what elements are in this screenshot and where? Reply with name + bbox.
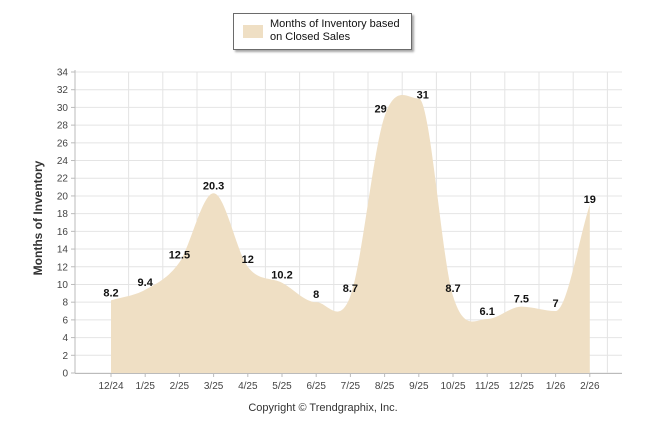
data-label: 8.7 (343, 283, 358, 295)
x-tick-label: 12/24 (98, 381, 123, 392)
x-tick-label: 3/25 (204, 381, 224, 392)
data-label: 8 (313, 289, 319, 301)
x-tick-label: 4/25 (238, 381, 258, 392)
y-tick-label: 20 (57, 191, 69, 202)
series-area (111, 95, 590, 373)
data-label: 19 (584, 194, 596, 206)
y-tick-label: 22 (57, 174, 69, 185)
axes (71, 70, 622, 377)
data-label: 6.1 (480, 306, 495, 318)
data-label: 8.2 (103, 287, 118, 299)
y-tick-label: 0 (62, 369, 68, 380)
y-tick-label: 2 (62, 351, 68, 362)
legend-line-2: on Closed Sales (270, 31, 351, 43)
x-tick-label: 9/25 (409, 381, 429, 392)
x-tick-label: 6/25 (306, 381, 326, 392)
y-tick-label: 8 (62, 298, 68, 309)
x-tick-labels: 12/24 1/25 2/25 3/25 4/25 5/25 6/25 7/25 8/25 9/2… (98, 381, 599, 392)
legend-entry: Months of Inventory based on Closed Sale… (270, 18, 410, 44)
y-tick-label: 14 (57, 245, 69, 256)
y-tick-label: 28 (57, 121, 69, 132)
y-tick-label: 30 (57, 103, 69, 114)
data-label: 12.5 (169, 249, 190, 261)
y-tick-label: 16 (57, 227, 69, 238)
data-label: 9.4 (138, 277, 154, 289)
y-tick-label: 6 (62, 315, 68, 326)
data-label: 8.7 (445, 283, 460, 295)
data-label: 31 (417, 90, 429, 102)
y-tick-label: 26 (57, 138, 69, 149)
data-label: 10.2 (271, 270, 292, 282)
y-tick-label: 34 (57, 68, 69, 79)
x-tick-label: 2/26 (580, 381, 600, 392)
legend: Months of Inventory based on Closed Sale… (233, 13, 412, 50)
data-label: 12 (242, 254, 254, 266)
y-tick-label: 10 (57, 280, 69, 291)
x-tick-label: 5/25 (272, 381, 292, 392)
y-tick-label: 4 (62, 333, 68, 344)
data-label: 7.5 (514, 294, 529, 306)
x-tick-label: 1/26 (546, 381, 566, 392)
x-tick-label: 8/25 (375, 381, 395, 392)
x-tick-label: 10/25 (440, 381, 465, 392)
y-axis-label: Months of Inventory (31, 160, 45, 275)
data-label: 7 (553, 298, 559, 310)
y-tick-label: 12 (57, 262, 69, 273)
x-tick-label: 2/25 (170, 381, 190, 392)
data-label: 29 (374, 103, 386, 115)
copyright-text: Copyright © Trendgraphix, Inc. (248, 402, 398, 414)
y-tick-label: 18 (57, 209, 69, 220)
x-tick-label: 7/25 (341, 381, 361, 392)
legend-line-1: Months of Inventory based (270, 18, 400, 30)
legend-swatch (243, 25, 263, 38)
data-labels: 8.2 9.4 12.5 20.3 12 10.2 8 8.7 29 31 8.7 6.1 7.5 7 19 (103, 90, 596, 318)
x-tick-label: 11/25 (475, 381, 500, 392)
y-tick-label: 32 (57, 85, 69, 96)
x-tick-label: 12/25 (509, 381, 534, 392)
y-tick-label: 24 (57, 156, 69, 167)
x-tick-label: 1/25 (135, 381, 155, 392)
data-label: 20.3 (203, 180, 224, 192)
